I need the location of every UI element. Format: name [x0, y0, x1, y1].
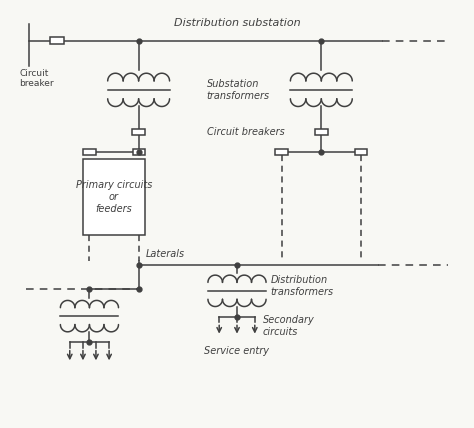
- Bar: [133, 149, 145, 155]
- Bar: [355, 149, 367, 155]
- Bar: [83, 159, 145, 235]
- Bar: [315, 129, 328, 135]
- Text: Distribution substation: Distribution substation: [173, 18, 301, 27]
- Text: Substation
transformers: Substation transformers: [207, 79, 270, 101]
- Text: Circuit breakers: Circuit breakers: [207, 127, 284, 137]
- Bar: [132, 129, 145, 135]
- Text: Laterals: Laterals: [146, 249, 185, 259]
- Bar: [50, 37, 64, 45]
- Text: Circuit
breaker: Circuit breaker: [19, 69, 54, 88]
- Text: Secondary
circuits: Secondary circuits: [263, 315, 315, 337]
- Text: Service entry: Service entry: [204, 346, 270, 356]
- Text: Distribution
transformers: Distribution transformers: [271, 275, 334, 297]
- Bar: [275, 149, 288, 155]
- Text: Primary circuits
or
feeders: Primary circuits or feeders: [76, 180, 152, 214]
- Bar: [83, 149, 96, 155]
